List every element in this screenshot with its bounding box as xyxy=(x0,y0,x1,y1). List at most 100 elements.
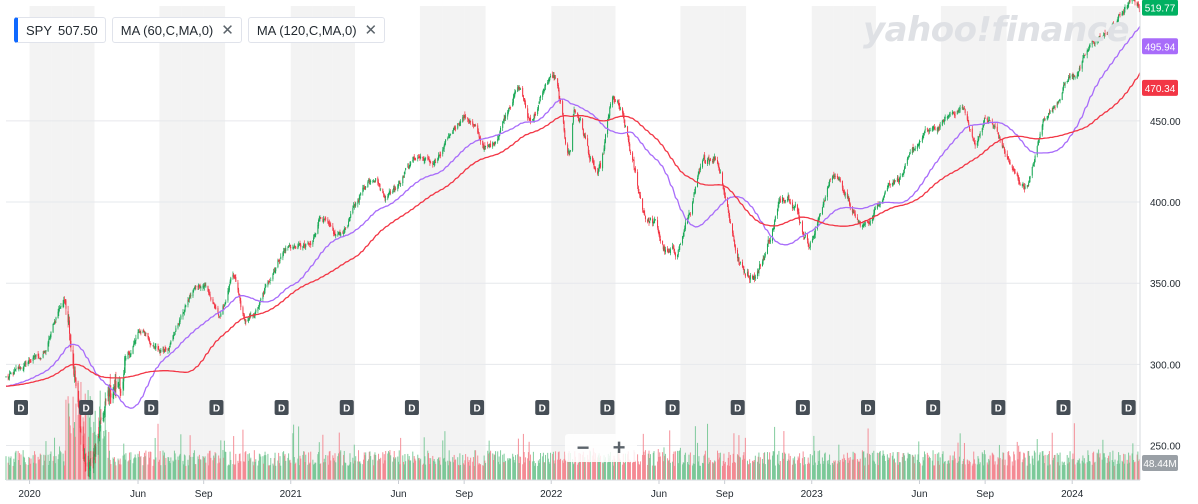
candle-body xyxy=(208,292,210,296)
dividend-marker[interactable]: D xyxy=(1121,400,1136,415)
volume-bar xyxy=(185,465,187,480)
dividend-marker[interactable]: D xyxy=(470,400,485,415)
candle-body xyxy=(623,115,625,120)
month-band xyxy=(464,6,486,480)
volume-bar xyxy=(589,451,591,480)
candle-body xyxy=(889,183,891,185)
candle-body xyxy=(223,304,225,306)
dividend-marker[interactable]: D xyxy=(209,400,224,415)
dividend-marker[interactable]: D xyxy=(1056,400,1071,415)
volume-bar xyxy=(1021,462,1023,480)
volume-bar xyxy=(249,459,251,480)
volume-bar xyxy=(522,433,524,480)
candle-body xyxy=(1114,23,1116,25)
candle-body xyxy=(543,89,545,91)
candle-body xyxy=(552,75,554,78)
candle-body xyxy=(821,207,823,214)
volume-bar xyxy=(1122,461,1124,480)
candle-body xyxy=(375,178,377,181)
volume-bar xyxy=(853,459,855,480)
dividend-marker[interactable]: D xyxy=(79,400,94,415)
candle-body xyxy=(924,129,926,131)
candle-body xyxy=(148,337,150,340)
dividend-marker[interactable]: D xyxy=(795,400,810,415)
candle-body xyxy=(218,316,220,318)
volume-bar xyxy=(799,453,801,480)
candle-body xyxy=(1027,185,1029,187)
volume-bar xyxy=(215,453,217,480)
volume-bar xyxy=(623,462,625,480)
dividend-marker[interactable]: D xyxy=(991,400,1006,415)
candle-body xyxy=(302,246,304,249)
volume-bar xyxy=(922,457,924,480)
dividend-marker[interactable]: D xyxy=(274,400,289,415)
candle-body xyxy=(347,225,349,228)
dividend-marker[interactable]: D xyxy=(926,400,941,415)
volume-bar xyxy=(467,462,469,480)
dividend-marker[interactable]: D xyxy=(665,400,680,415)
candle-body xyxy=(284,249,286,251)
volume-bar xyxy=(293,424,295,480)
candle-body xyxy=(224,302,226,305)
zoom-in-button[interactable]: + xyxy=(612,435,626,460)
candle-body xyxy=(1021,184,1023,186)
candle-body xyxy=(153,345,155,347)
candle-body xyxy=(771,228,773,241)
volume-bar xyxy=(474,450,476,480)
volume-bar xyxy=(1133,459,1135,480)
volume-bar xyxy=(352,457,354,480)
volume-bar xyxy=(768,459,770,480)
candle-body xyxy=(502,122,504,124)
volume-bar xyxy=(882,450,884,480)
candle-body xyxy=(288,245,290,246)
candle-body xyxy=(500,127,502,132)
volume-bar xyxy=(704,450,706,480)
volume-bar xyxy=(27,464,29,480)
volume-bar xyxy=(453,454,455,480)
volume-bar xyxy=(362,464,364,480)
volume-bar xyxy=(20,454,22,480)
volume-bar xyxy=(688,454,690,480)
volume-bar xyxy=(38,459,40,480)
dividend-marker[interactable]: D xyxy=(730,400,745,415)
candle-body xyxy=(193,289,195,291)
volume-bar xyxy=(753,462,755,480)
candle-body xyxy=(435,161,437,163)
legend-chip-ma-120[interactable]: MA (120,C,MA,0) ✕ xyxy=(247,17,386,43)
legend-chip-ma-60[interactable]: MA (60,C,MA,0) ✕ xyxy=(111,17,242,43)
volume-bar xyxy=(503,453,505,480)
dividend-marker[interactable]: D xyxy=(535,400,550,415)
close-icon[interactable]: ✕ xyxy=(364,22,378,39)
candle-body xyxy=(814,233,816,237)
dividend-marker[interactable]: D xyxy=(404,400,419,415)
volume-bar xyxy=(409,460,411,480)
candle-body xyxy=(49,335,51,339)
candle-body xyxy=(978,136,980,138)
volume-bar xyxy=(1044,454,1046,480)
volume-bar xyxy=(537,460,539,480)
volume-bar xyxy=(60,452,62,480)
volume-bar xyxy=(515,455,517,480)
candle-body xyxy=(39,358,41,360)
dividend-marker[interactable]: D xyxy=(600,400,615,415)
volume-bar xyxy=(432,460,434,480)
volume-bar xyxy=(255,459,257,480)
close-icon[interactable]: ✕ xyxy=(221,22,234,39)
legend-chip-symbol[interactable]: SPY 507.50 xyxy=(14,17,106,43)
zoom-out-button[interactable]: − xyxy=(576,435,590,460)
dividend-marker[interactable]: D xyxy=(861,400,876,415)
volume-bar xyxy=(802,451,804,480)
volume-bar xyxy=(1128,452,1130,480)
volume-bar xyxy=(857,460,859,480)
candle-body xyxy=(953,113,955,116)
dividend-marker[interactable]: D xyxy=(13,400,28,415)
volume-bar xyxy=(143,452,145,480)
volume-bar xyxy=(764,464,766,480)
dividend-marker[interactable]: D xyxy=(144,400,159,415)
volume-bar xyxy=(742,455,744,480)
candle-body xyxy=(442,148,444,150)
dividend-marker[interactable]: D xyxy=(339,400,354,415)
candle-body xyxy=(497,137,499,140)
